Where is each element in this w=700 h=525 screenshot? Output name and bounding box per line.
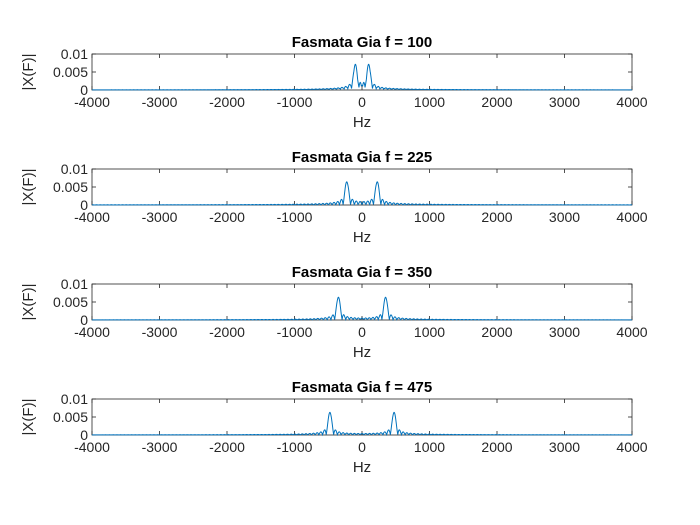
y-tick-label: 0.005 — [53, 179, 88, 195]
axes-box-3 — [91, 283, 633, 321]
x-tick-label: -2000 — [209, 439, 245, 455]
y-tick-label: 0 — [80, 312, 88, 328]
x-tick-label: 1000 — [414, 324, 445, 340]
y-axis-label: |X(F)| — [20, 54, 37, 91]
x-axis-label: Hz — [353, 229, 371, 246]
x-tick-label: -2000 — [209, 324, 245, 340]
x-tick-label: 3000 — [549, 324, 580, 340]
x-tick-label: -4000 — [74, 324, 110, 340]
y-tick-label: 0.005 — [53, 64, 88, 80]
y-tick-label: 0 — [80, 197, 88, 213]
x-tick-label: -3000 — [142, 209, 178, 225]
x-tick-label: -4000 — [74, 209, 110, 225]
x-axis-label: Hz — [353, 459, 371, 476]
y-tick-label: 0.01 — [61, 276, 88, 292]
axes-box-1 — [91, 53, 633, 91]
y-axis-label: |X(F)| — [20, 399, 37, 436]
x-tick-label: 2000 — [481, 324, 512, 340]
x-tick-label: -1000 — [277, 439, 313, 455]
x-tick-label: -2000 — [209, 94, 245, 110]
x-tick-label: 4000 — [616, 209, 647, 225]
spectrum-line-2 — [91, 181, 633, 207]
spectrum-line-4 — [91, 411, 633, 437]
x-tick-label: -3000 — [142, 439, 178, 455]
y-axis-label: |X(F)| — [20, 284, 37, 321]
x-tick-label: -4000 — [74, 439, 110, 455]
y-tick-label: 0.01 — [61, 46, 88, 62]
y-tick-label: 0 — [80, 427, 88, 443]
x-tick-label: 4000 — [616, 324, 647, 340]
y-tick-label: 0.01 — [61, 161, 88, 177]
x-tick-label: 3000 — [549, 94, 580, 110]
x-tick-label: 4000 — [616, 94, 647, 110]
x-tick-label: 3000 — [549, 439, 580, 455]
x-tick-label: -3000 — [142, 94, 178, 110]
axes-box-4 — [91, 398, 633, 436]
x-tick-label: 1000 — [414, 439, 445, 455]
x-tick-label: 3000 — [549, 209, 580, 225]
x-tick-label: -4000 — [74, 94, 110, 110]
x-tick-label: 0 — [358, 209, 366, 225]
x-tick-label: 1000 — [414, 209, 445, 225]
x-tick-label: 2000 — [481, 94, 512, 110]
x-tick-label: -1000 — [277, 94, 313, 110]
x-axis-label: Hz — [353, 344, 371, 361]
x-tick-label: 4000 — [616, 439, 647, 455]
chart-title-2: Fasmata Gia f = 225 — [292, 149, 433, 166]
x-tick-label: -2000 — [209, 209, 245, 225]
chart-title-4: Fasmata Gia f = 475 — [292, 379, 433, 396]
chart-title-3: Fasmata Gia f = 350 — [292, 264, 433, 281]
x-tick-label: 2000 — [481, 439, 512, 455]
x-tick-label: 0 — [358, 439, 366, 455]
x-tick-label: 2000 — [481, 209, 512, 225]
axes-box-2 — [91, 168, 633, 206]
x-tick-label: 0 — [358, 324, 366, 340]
y-tick-label: 0.005 — [53, 409, 88, 425]
y-axis-label: |X(F)| — [20, 169, 37, 206]
y-tick-label: 0 — [80, 82, 88, 98]
x-tick-label: -1000 — [277, 324, 313, 340]
y-tick-label: 0.01 — [61, 391, 88, 407]
x-tick-label: 1000 — [414, 94, 445, 110]
y-tick-label: 0.005 — [53, 294, 88, 310]
x-tick-label: -1000 — [277, 209, 313, 225]
chart-title-1: Fasmata Gia f = 100 — [292, 34, 433, 51]
x-tick-label: 0 — [358, 94, 366, 110]
x-axis-label: Hz — [353, 114, 371, 131]
spectrum-line-3 — [91, 296, 633, 322]
spectrum-line-1 — [91, 63, 633, 91]
x-tick-label: -3000 — [142, 324, 178, 340]
